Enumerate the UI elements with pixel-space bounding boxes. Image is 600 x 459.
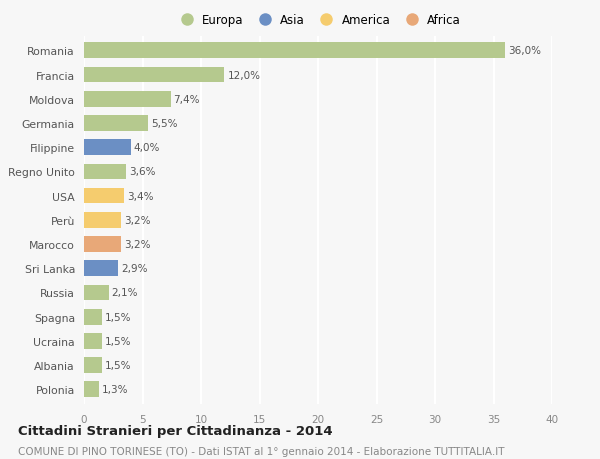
Bar (84, 92, 170, 107)
Text: 5,5%: 5,5% (151, 119, 178, 129)
Text: 3,2%: 3,2% (124, 240, 151, 250)
Text: 2,9%: 2,9% (121, 263, 148, 274)
Text: 1,3%: 1,3% (102, 385, 128, 394)
Bar (84, 164, 126, 180)
Text: 3,6%: 3,6% (129, 167, 155, 177)
Bar (84, 381, 99, 397)
Bar (84, 43, 505, 59)
Text: Cittadini Stranieri per Cittadinanza - 2014: Cittadini Stranieri per Cittadinanza - 2… (18, 425, 332, 437)
Bar (84, 140, 131, 156)
Bar (84, 333, 101, 349)
Bar (84, 358, 101, 373)
Text: 1,5%: 1,5% (104, 336, 131, 346)
Bar (84, 67, 224, 83)
Bar (84, 237, 121, 252)
Text: 3,2%: 3,2% (124, 215, 151, 225)
Text: 4,0%: 4,0% (134, 143, 160, 153)
Bar (84, 188, 124, 204)
Legend: Europa, Asia, America, Africa: Europa, Asia, America, Africa (175, 14, 461, 27)
Text: 1,5%: 1,5% (104, 360, 131, 370)
Bar (84, 261, 118, 276)
Bar (84, 213, 121, 228)
Text: 2,1%: 2,1% (112, 288, 138, 298)
Bar (84, 309, 101, 325)
Text: 36,0%: 36,0% (508, 46, 541, 56)
Bar (84, 285, 109, 301)
Text: 1,5%: 1,5% (104, 312, 131, 322)
Text: 3,4%: 3,4% (127, 191, 153, 201)
Bar (84, 116, 148, 132)
Text: 12,0%: 12,0% (227, 70, 260, 80)
Text: 7,4%: 7,4% (173, 95, 200, 105)
Text: COMUNE DI PINO TORINESE (TO) - Dati ISTAT al 1° gennaio 2014 - Elaborazione TUTT: COMUNE DI PINO TORINESE (TO) - Dati ISTA… (18, 446, 505, 456)
